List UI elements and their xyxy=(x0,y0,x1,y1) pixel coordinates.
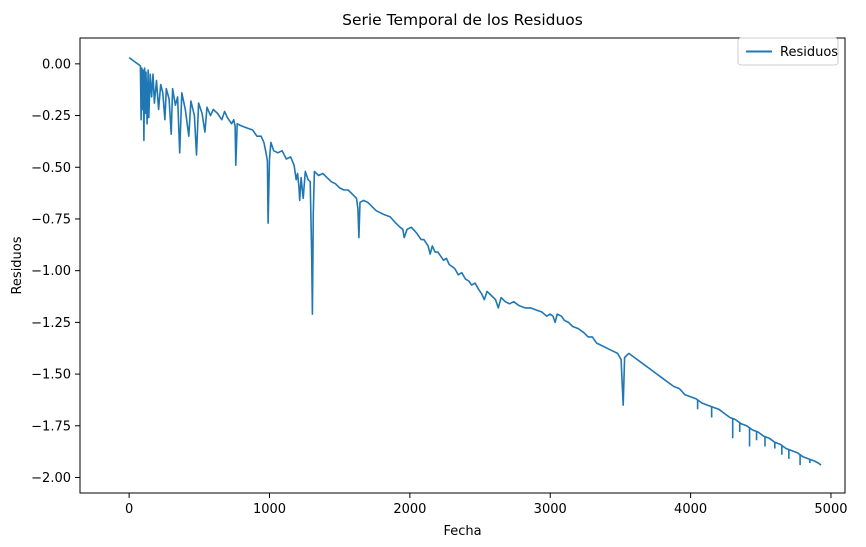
legend-box xyxy=(737,37,839,66)
x-tick-label: 3000 xyxy=(534,502,567,517)
plot-area xyxy=(79,37,846,494)
x-tick-label: 4000 xyxy=(674,502,707,517)
y-tick-label: −1.50 xyxy=(31,368,71,383)
y-tick-label: 0.00 xyxy=(42,57,71,72)
y-tick-label: −0.50 xyxy=(31,161,71,176)
y-tick-label: −1.75 xyxy=(31,419,71,434)
chart-legend: Residuos xyxy=(737,37,839,66)
x-tick-label: 1000 xyxy=(253,502,286,517)
x-axis-ticks: 0 1000 2000 3000 4000 5000 xyxy=(125,493,848,517)
x-axis-title: Fecha xyxy=(443,524,481,539)
x-tick-label: 5000 xyxy=(814,502,847,517)
x-tick-label: 2000 xyxy=(393,502,426,517)
y-tick-label: −0.75 xyxy=(31,212,71,227)
y-tick-label: −1.00 xyxy=(31,264,71,279)
plot-frame xyxy=(79,37,846,494)
x-tick-label: 0 xyxy=(125,502,133,517)
y-tick-label: −0.25 xyxy=(31,109,71,124)
chart-title: Serie Temporal de los Residuos xyxy=(342,11,583,29)
y-axis-title: Residuos xyxy=(10,236,25,294)
y-tick-label: −2.00 xyxy=(31,471,71,486)
series-line-residuos xyxy=(128,56,822,466)
y-axis-ticks: 0.00 −0.25 −0.50 −0.75 −1.00 −1.25 −1.50 −1.75 −… xyxy=(31,57,80,486)
legend-label-residuos: Residuos xyxy=(780,45,838,60)
y-tick-label: −1.25 xyxy=(31,316,71,331)
